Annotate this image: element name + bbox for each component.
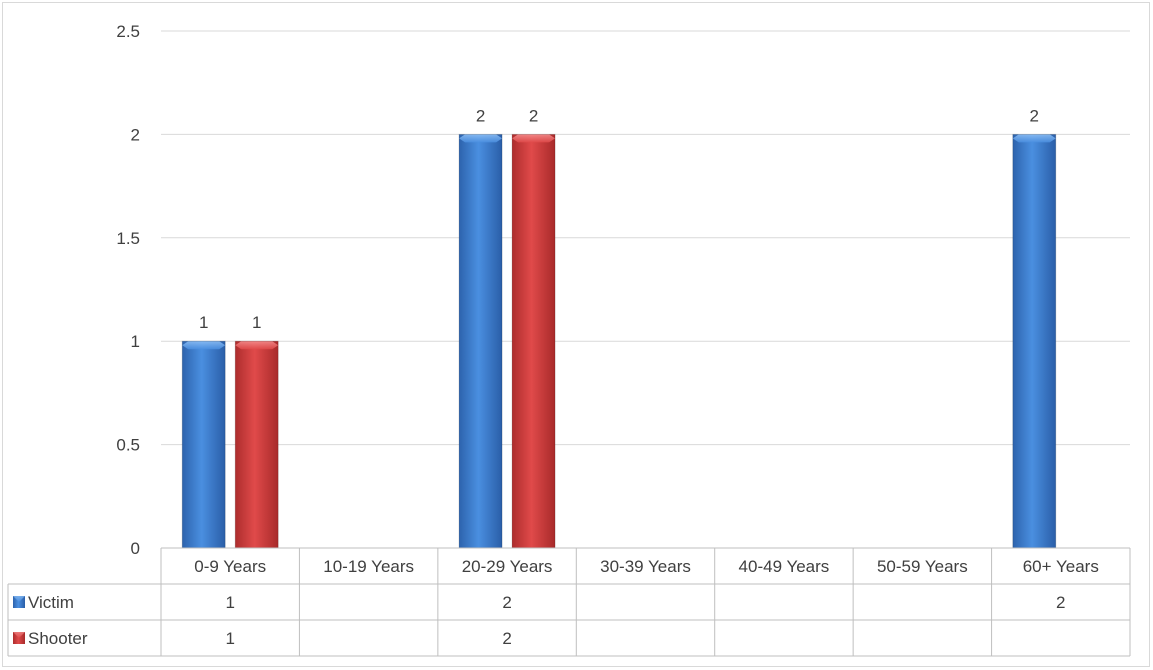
data-label: 2 — [1030, 106, 1039, 125]
y-tick-label: 1 — [131, 332, 140, 351]
category-label: 20-29 Years — [462, 557, 553, 576]
y-tick-label: 2 — [131, 125, 140, 144]
legend-label-shooter: Shooter — [28, 629, 88, 648]
table-value: 2 — [1056, 593, 1065, 612]
category-label: 50-59 Years — [877, 557, 968, 576]
category-label: 10-19 Years — [323, 557, 414, 576]
table-value: 1 — [225, 593, 234, 612]
table-value: 2 — [502, 593, 511, 612]
category-label: 40-49 Years — [739, 557, 830, 576]
data-label: 2 — [476, 106, 485, 125]
legend-key-victim — [13, 596, 25, 608]
bar-victim-0 — [181, 340, 226, 549]
category-label: 60+ Years — [1023, 557, 1099, 576]
y-tick-label: 1.5 — [116, 229, 140, 248]
y-tick-label: 0.5 — [116, 436, 140, 455]
bars — [181, 133, 1057, 549]
bar-shooter-2 — [511, 133, 556, 549]
bar-victim-6 — [1012, 133, 1057, 549]
y-tick-label: 0 — [131, 539, 140, 558]
table-value: 2 — [502, 629, 511, 648]
legend-key-shooter — [13, 632, 25, 644]
category-label: 30-39 Years — [600, 557, 691, 576]
data-table: 0-9 Years 10-19 Years 20-29 Years 30-39 Yea… — [7, 547, 1131, 657]
legend-label-victim: Victim — [28, 593, 74, 612]
y-tick-label: 2.5 — [116, 22, 140, 41]
category-label: 0-9 Years — [194, 557, 266, 576]
data-label: 1 — [252, 313, 261, 332]
table-value: 1 — [225, 629, 234, 648]
gridlines — [161, 30, 1130, 446]
data-label: 1 — [199, 313, 208, 332]
bar-victim-2 — [458, 133, 503, 549]
data-label: 2 — [529, 106, 538, 125]
y-axis: 0 0.5 1 1.5 2 2.5 — [116, 22, 140, 558]
bar-shooter-0 — [234, 340, 279, 549]
data-labels: 1 2 2 1 2 — [199, 106, 1039, 332]
